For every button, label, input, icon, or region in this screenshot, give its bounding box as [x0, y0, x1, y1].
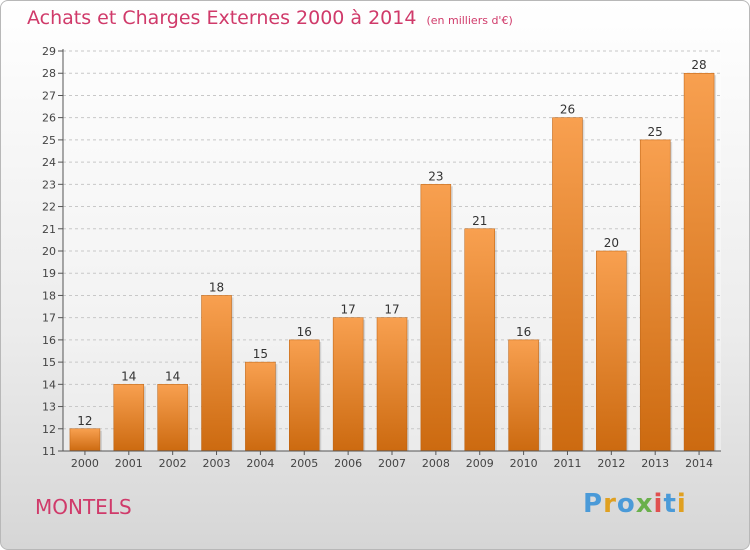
value-label-2014: 28 [691, 58, 706, 72]
commune-name: MONTELS [35, 495, 132, 519]
y-tick-label: 14 [42, 378, 56, 391]
x-tick-label-2012: 2012 [597, 457, 625, 470]
bar-2002 [157, 384, 188, 452]
bar-2004 [245, 361, 276, 452]
x-tick-label-2006: 2006 [334, 457, 362, 470]
chart-subtitle: (en milliers d'€) [426, 14, 513, 27]
value-label-2013: 25 [648, 125, 663, 139]
y-tick-label: 22 [42, 201, 56, 214]
x-tick-label-2014: 2014 [685, 457, 713, 470]
x-tick-label-2004: 2004 [246, 457, 274, 470]
bar-2012 [596, 250, 627, 452]
x-tick-label-2005: 2005 [290, 457, 318, 470]
x-tick-label-2011: 2011 [553, 457, 581, 470]
value-label-2002: 14 [165, 369, 180, 383]
bar-2003 [201, 295, 232, 452]
value-label-2008: 23 [428, 169, 443, 183]
chart-title-text: Achats et Charges Externes 2000 à 2014 [27, 7, 417, 29]
bar-2000 [69, 428, 101, 452]
y-tick-label: 19 [42, 267, 56, 280]
y-tick-label: 20 [42, 245, 56, 258]
x-tick-label-2000: 2000 [71, 457, 99, 470]
x-tick-label-2013: 2013 [641, 457, 669, 470]
value-label-2001: 14 [121, 369, 136, 383]
y-tick-label: 13 [42, 401, 56, 414]
y-tick-label: 16 [42, 334, 56, 347]
y-tick-label: 18 [42, 289, 56, 302]
y-tick-label: 21 [42, 223, 56, 236]
x-tick-label-2007: 2007 [378, 457, 406, 470]
value-label-2009: 21 [472, 214, 487, 228]
value-label-2010: 16 [516, 325, 531, 339]
y-tick-label: 25 [42, 134, 56, 147]
x-tick-label-2010: 2010 [510, 457, 538, 470]
bar-2010 [508, 339, 539, 452]
bar-2014 [683, 72, 715, 452]
y-tick-label: 27 [42, 89, 56, 102]
value-label-2004: 15 [253, 347, 268, 361]
bar-2013 [639, 139, 671, 452]
x-tick-label-2008: 2008 [422, 457, 450, 470]
x-tick-label-2009: 2009 [466, 457, 494, 470]
bar-2011 [552, 117, 583, 452]
value-label-2005: 16 [297, 325, 312, 339]
value-label-2012: 20 [604, 236, 619, 250]
y-tick-label: 11 [42, 445, 56, 458]
bar-2001 [113, 384, 145, 452]
y-tick-label: 23 [42, 178, 56, 191]
value-label-2006: 17 [340, 303, 355, 317]
bar-2009 [464, 228, 495, 452]
chart-title: Achats et Charges Externes 2000 à 2014 (e… [27, 7, 513, 29]
x-tick-label-2002: 2002 [159, 457, 187, 470]
value-label-2000: 12 [77, 414, 92, 428]
value-label-2007: 17 [384, 303, 399, 317]
y-tick-label: 17 [42, 312, 56, 325]
y-tick-label: 26 [42, 112, 56, 125]
bar-2008 [420, 184, 452, 452]
value-label-2011: 26 [560, 103, 575, 117]
proxiti-logo: Proxiti [583, 489, 687, 519]
x-tick-label-2003: 2003 [203, 457, 231, 470]
bar-2005 [289, 339, 320, 452]
y-tick-label: 24 [42, 156, 56, 169]
bar-2007 [376, 317, 408, 452]
y-tick-label: 28 [42, 67, 56, 80]
y-tick-label: 12 [42, 423, 56, 436]
value-label-2003: 18 [209, 280, 224, 294]
y-tick-label: 29 [42, 45, 56, 58]
y-tick-label: 15 [42, 356, 56, 369]
bar-2006 [332, 317, 364, 452]
x-tick-label-2001: 2001 [115, 457, 143, 470]
